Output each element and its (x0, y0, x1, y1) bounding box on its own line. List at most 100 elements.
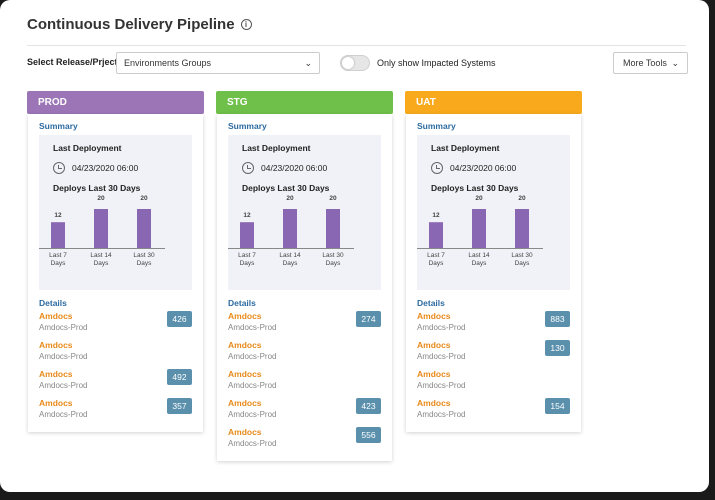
summary-panel: Last Deployment 04/23/2020 06:00 Deploys L… (228, 135, 381, 290)
deploys-label: Deploys Last 30 Days (242, 183, 330, 193)
bar-category-label: Last 7 Days (427, 252, 445, 267)
detail-item[interactable]: Amdocs Amdocs-Prod (228, 340, 381, 369)
count-badge: 130 (545, 340, 570, 356)
bar-category-label: Last 30 Days (133, 252, 155, 267)
detail-item[interactable]: Amdocs Amdocs-Prod 423 (228, 398, 381, 427)
detail-item[interactable]: Amdocs Amdocs-Prod 883 (417, 311, 570, 340)
detail-name[interactable]: Amdocs (39, 369, 73, 379)
detail-item[interactable]: Amdocs Amdocs-Prod 130 (417, 340, 570, 369)
bar-value-label: 20 (329, 195, 337, 202)
count-badge: 357 (167, 398, 192, 414)
more-tools-label: More Tools (623, 58, 667, 68)
release-select[interactable]: Environments Groups ⌄ (116, 52, 320, 74)
detail-name[interactable]: Amdocs (39, 398, 73, 408)
summary-label: Summary (417, 121, 456, 131)
card-bottom-padding (39, 427, 192, 432)
detail-subtitle: Amdocs-Prod (228, 323, 277, 332)
clock-icon (242, 162, 254, 174)
deploys-chart-svg (228, 209, 354, 249)
chevron-down-icon: ⌄ (304, 58, 312, 68)
detail-name[interactable]: Amdocs (228, 369, 262, 379)
detail-item[interactable]: Amdocs Amdocs-Prod 357 (39, 398, 192, 427)
detail-name[interactable]: Amdocs (417, 398, 451, 408)
bar-category-label: Last 30 Days (511, 252, 533, 267)
detail-subtitle: Amdocs-Prod (39, 381, 88, 390)
detail-subtitle: Amdocs-Prod (228, 439, 277, 448)
detail-subtitle: Amdocs-Prod (228, 381, 277, 390)
detail-subtitle: Amdocs-Prod (417, 352, 466, 361)
more-tools-button[interactable]: More Tools ⌄ (613, 52, 688, 74)
bar-value-label: 20 (140, 195, 148, 202)
detail-name[interactable]: Amdocs (417, 311, 451, 321)
card-bottom-padding (417, 427, 570, 432)
env-header: UAT (405, 91, 582, 114)
details-label: Details (417, 298, 445, 308)
last-deployment-row: 04/23/2020 06:00 (242, 162, 367, 174)
bar (51, 222, 65, 248)
detail-name[interactable]: Amdocs (228, 398, 262, 408)
env-card: Summary Last Deployment 04/23/2020 06:00 De… (217, 114, 392, 461)
env-column-stg: STG Summary Last Deployment 04/23/2020 06:0… (216, 91, 393, 461)
bar-category-label: Last 14 Days (90, 252, 112, 267)
bar-value-label: 12 (432, 212, 440, 220)
summary-label: Summary (39, 121, 78, 131)
bar-category-label: Last 14 Days (279, 252, 301, 267)
detail-item[interactable]: Amdocs Amdocs-Prod (417, 369, 570, 398)
detail-item[interactable]: Amdocs Amdocs-Prod (39, 340, 192, 369)
env-header: STG (216, 91, 393, 114)
bar (472, 209, 486, 248)
last-deployment-label: Last Deployment (53, 143, 122, 153)
detail-name[interactable]: Amdocs (228, 311, 262, 321)
detail-item[interactable]: Amdocs Amdocs-Prod 556 (228, 427, 381, 456)
chevron-down-icon: ⌄ (671, 58, 679, 68)
summary-panel: Last Deployment 04/23/2020 06:00 Deploys L… (417, 135, 570, 290)
impacted-systems-toggle[interactable] (340, 55, 370, 71)
details-label: Details (39, 298, 67, 308)
detail-name[interactable]: Amdocs (228, 427, 262, 437)
detail-subtitle: Amdocs-Prod (417, 410, 466, 419)
summary-panel: Last Deployment 04/23/2020 06:00 Deploys L… (39, 135, 192, 290)
info-icon[interactable]: i (240, 19, 252, 30)
detail-name[interactable]: Amdocs (417, 369, 451, 379)
last-deployment-label: Last Deployment (242, 143, 311, 153)
env-header: PROD (27, 91, 204, 114)
count-badge: 423 (356, 398, 381, 414)
bar-category-label: Last 30 Days (322, 252, 344, 267)
card-bottom-padding (228, 456, 381, 461)
summary-label: Summary (228, 121, 267, 131)
detail-subtitle: Amdocs-Prod (39, 352, 88, 361)
detail-name[interactable]: Amdocs (417, 340, 451, 350)
bar-category-label: Last 14 Days (468, 252, 490, 267)
bar (94, 209, 108, 248)
detail-item[interactable]: Amdocs Amdocs-Prod 274 (228, 311, 381, 340)
deploys-chart-svg (39, 209, 165, 249)
select-release-label: Select Release/Prject (27, 57, 118, 67)
impacted-systems-label: Only show Impacted Systems (377, 58, 496, 68)
last-deployment-row: 04/23/2020 06:00 (431, 162, 556, 174)
last-deployment-date: 04/23/2020 06:00 (72, 163, 139, 173)
bar-category-label: Last 7 Days (238, 252, 256, 267)
detail-item[interactable]: Amdocs Amdocs-Prod 492 (39, 369, 192, 398)
detail-subtitle: Amdocs-Prod (228, 410, 277, 419)
count-badge: 556 (356, 427, 381, 443)
last-deployment-date: 04/23/2020 06:00 (261, 163, 328, 173)
bar (326, 209, 340, 248)
detail-name[interactable]: Amdocs (228, 340, 262, 350)
env-column-prod: PROD Summary Last Deployment 04/23/2020 06:… (27, 91, 204, 432)
toggle-knob (342, 57, 354, 69)
details-label: Details (228, 298, 256, 308)
env-column-uat: UAT Summary Last Deployment 04/23/2020 06:0… (405, 91, 582, 432)
detail-name[interactable]: Amdocs (39, 340, 73, 350)
detail-item[interactable]: Amdocs Amdocs-Prod 154 (417, 398, 570, 427)
detail-item[interactable]: Amdocs Amdocs-Prod (228, 369, 381, 398)
detail-name[interactable]: Amdocs (39, 311, 73, 321)
bar-value-label: 20 (518, 195, 526, 202)
bar-value-label: 12 (243, 212, 251, 220)
bar (515, 209, 529, 248)
count-badge: 154 (545, 398, 570, 414)
detail-item[interactable]: Amdocs Amdocs-Prod 426 (39, 311, 192, 340)
count-badge: 426 (167, 311, 192, 327)
count-badge: 274 (356, 311, 381, 327)
bar-value-label: 20 (286, 195, 294, 202)
last-deployment-date: 04/23/2020 06:00 (450, 163, 517, 173)
